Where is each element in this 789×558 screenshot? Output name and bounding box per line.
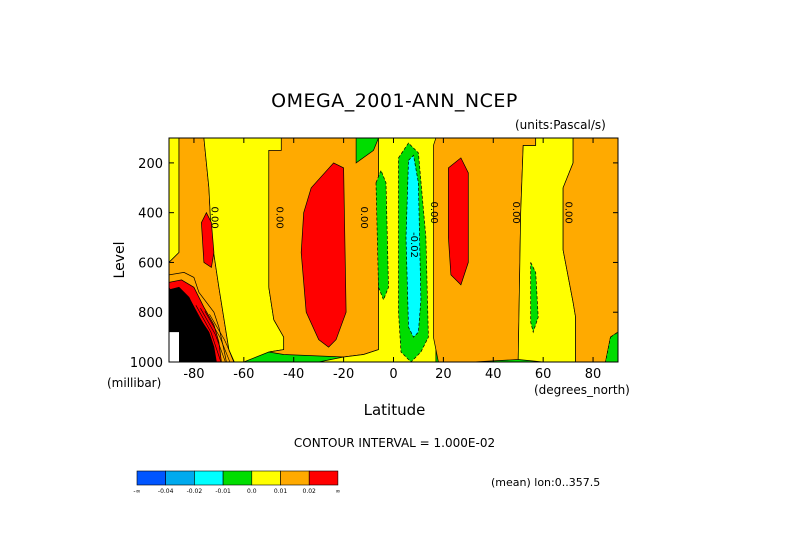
colorbar-label: -0.02 xyxy=(187,488,203,495)
contour-label: 0.00 xyxy=(273,207,284,229)
colorbar-swatch xyxy=(194,470,224,486)
y-tick-label: 200 xyxy=(138,157,163,172)
x-tick-label: 0 xyxy=(389,367,397,382)
y-tick-label: 1000 xyxy=(130,356,163,371)
colorbar-label: ∞ xyxy=(335,488,340,495)
contour-line xyxy=(169,287,195,362)
y-tick-label: 400 xyxy=(138,207,163,222)
contour-region xyxy=(169,138,180,263)
colorbar-label: 0.02 xyxy=(303,488,317,495)
contour-line xyxy=(195,305,222,362)
x-tick-label: 80 xyxy=(585,367,602,382)
contour-region xyxy=(605,331,618,362)
contour-interval-text: CONTOUR INTERVAL = 1.000E-02 xyxy=(293,436,496,450)
chart-title: OMEGA_2001-ANN_NCEP xyxy=(271,90,518,112)
contour-label: 0.00 xyxy=(428,202,439,224)
contour-region xyxy=(300,162,347,348)
x-axis-label: Latitude xyxy=(363,401,426,419)
colorbar-swatch xyxy=(165,470,195,486)
contour-line xyxy=(177,293,204,362)
contour-label: 0.00 xyxy=(358,207,369,229)
missing-data-region xyxy=(169,332,179,362)
colorbar-label: -0.04 xyxy=(158,488,174,495)
x-tick-label: -40 xyxy=(283,367,304,382)
y-tick-label: 800 xyxy=(138,306,163,321)
colorbar-label: -∞ xyxy=(133,488,140,495)
colorbar-swatch xyxy=(280,470,310,486)
colorbar-label: 0.01 xyxy=(274,488,288,495)
contour-label: 0.00 xyxy=(208,207,219,229)
x-axis-unit: (degrees_north) xyxy=(534,383,630,397)
contour-line xyxy=(182,296,208,362)
contour-line xyxy=(173,290,199,362)
x-tick-label: -60 xyxy=(233,367,254,382)
contour-regions: 0.00 0.00 0.00 -0.02 0.00 0.00 0.00 xyxy=(169,138,618,362)
contour-line xyxy=(186,299,213,362)
x-tick-label: -80 xyxy=(183,367,204,382)
colorbar-label: -0.01 xyxy=(215,488,231,495)
x-tick-label: 60 xyxy=(535,367,552,382)
units-label: (units:Pascal/s) xyxy=(515,118,606,132)
mean-longitude-text: (mean) lon:0..357.5 xyxy=(491,476,601,489)
contour-region xyxy=(448,157,469,286)
y-tick-label: 600 xyxy=(138,256,163,271)
contour-region xyxy=(405,154,422,338)
y-axis-unit: (millibar) xyxy=(107,376,162,390)
x-tick-label: -20 xyxy=(333,367,354,382)
contour-label: 0.00 xyxy=(510,202,521,224)
colorbar-swatch xyxy=(136,470,167,486)
colorbar-swatch xyxy=(308,470,339,486)
x-tick-label: 20 xyxy=(435,367,452,382)
contour-line xyxy=(209,314,235,362)
contour-region xyxy=(562,138,618,362)
x-tick-label: 40 xyxy=(485,367,502,382)
contour-line xyxy=(200,308,226,362)
contour-region xyxy=(375,169,389,301)
contour-region xyxy=(530,262,539,334)
contour-line xyxy=(191,302,217,362)
contour-label: -0.02 xyxy=(408,232,419,258)
colorbar-swatch xyxy=(251,470,281,486)
contour-label: 0.00 xyxy=(563,202,574,224)
colorbar-swatch xyxy=(222,470,253,486)
colorbar-label: 0.0 xyxy=(247,488,257,495)
contour-region xyxy=(201,211,215,268)
contour-line xyxy=(204,311,231,362)
contour-region xyxy=(169,286,217,362)
